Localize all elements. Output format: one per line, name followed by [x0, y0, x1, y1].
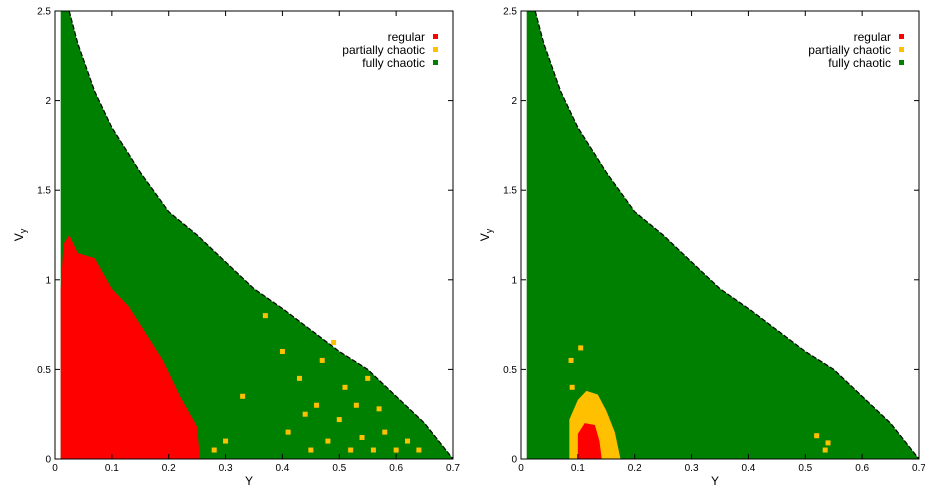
y-axis-label-subscript: y: [18, 228, 28, 233]
partially-chaotic-cell: [393, 447, 399, 453]
legend-swatch: [433, 34, 438, 39]
x-tick-label: 0.7: [446, 463, 460, 474]
y-axis-label: Vy: [12, 228, 28, 241]
plot-frame: [54, 10, 454, 460]
partially-chaotic-cell: [405, 438, 411, 444]
fully-chaotic-region: [526, 11, 919, 459]
legend-swatch: [899, 47, 904, 52]
y-tick-label: 1.5: [503, 186, 517, 197]
partially-chaotic-cell: [814, 433, 820, 439]
y-tick-label: 0: [511, 455, 517, 466]
legend-swatch: [899, 60, 904, 65]
legend-swatch: [433, 60, 438, 65]
legend-label: partially chaotic: [808, 43, 891, 57]
x-tick-label: 0.1: [571, 463, 585, 474]
x-tick-label: 0.6: [389, 463, 403, 474]
legend-label: partially chaotic: [342, 43, 425, 57]
x-tick-label: 0.3: [685, 463, 699, 474]
x-tick-label: 0.1: [105, 463, 119, 474]
partially-chaotic-cell: [359, 434, 365, 440]
x-tick-label: 0: [518, 463, 524, 474]
legend-swatch: [899, 34, 904, 39]
partially-chaotic-cell: [376, 406, 382, 412]
partially-chaotic-cell: [319, 357, 325, 363]
legend-label: regular: [854, 30, 891, 44]
y-tick-label: 1: [45, 275, 51, 286]
x-tick-label: 0.5: [798, 463, 812, 474]
partially-chaotic-cell: [569, 384, 575, 390]
x-tick-label: 0.6: [855, 463, 869, 474]
partially-chaotic-cell: [314, 402, 320, 408]
partially-chaotic-cell: [353, 402, 359, 408]
y-axis-label-subscript: y: [484, 228, 494, 233]
chart-2: 0 0.1 0.2 0.3 0.4 0.5 0.6 0.7 0 0.5 1 1.5 2 2.5 Y Vy reg…: [478, 7, 925, 486]
fully-chaotic-region: [60, 11, 453, 459]
plot-area: [60, 11, 453, 459]
x-tick-label: 0.2: [628, 463, 642, 474]
partially-chaotic-cell: [348, 447, 354, 453]
x-tick-label: 0.4: [741, 463, 755, 474]
partially-chaotic-cell: [279, 348, 285, 354]
x-axis-label: Y: [245, 474, 253, 486]
partially-chaotic-cell: [211, 447, 217, 453]
legend-swatch: [433, 47, 438, 52]
regular-region: [577, 423, 602, 459]
boundary-curve: [68, 11, 453, 459]
partially-chaotic-cell: [223, 438, 229, 444]
y-axis-label-main: V: [478, 233, 492, 241]
partially-chaotic-cell: [302, 411, 308, 417]
partially-chaotic-cell: [285, 429, 291, 435]
partially-chaotic-cell: [262, 313, 268, 319]
partially-chaotic-cell: [240, 393, 246, 399]
partially-chaotic-cell: [336, 417, 342, 423]
x-tick-label: 0.4: [275, 463, 289, 474]
y-axis-label-main: V: [12, 233, 26, 241]
partially-chaotic-cell: [416, 447, 422, 453]
partially-chaotic-cell: [825, 440, 831, 446]
y-axis-label: Vy: [478, 228, 494, 241]
partially-chaotic-cell: [568, 357, 574, 363]
boundary-curve: [534, 11, 919, 459]
x-tick-label: 0.5: [332, 463, 346, 474]
y-tick-label: 0.5: [503, 365, 517, 376]
legend-label: fully chaotic: [362, 56, 425, 70]
partially-chaotic-cell: [331, 340, 337, 346]
partially-chaotic-cell: [578, 345, 584, 351]
y-tick-label: 2.5: [503, 7, 517, 18]
x-tick-label: 0.7: [912, 463, 925, 474]
regular-region: [60, 235, 200, 459]
y-tick-label: 1.5: [37, 186, 51, 197]
partially-chaotic-cell: [365, 375, 371, 381]
y-tick-label: 0: [45, 455, 51, 466]
partially-chaotic-cell: [822, 447, 828, 453]
partially-chaotic-cell: [296, 375, 302, 381]
y-tick-label: 1: [511, 275, 517, 286]
legend-label: fully chaotic: [828, 56, 891, 70]
y-tick-label: 2.5: [37, 7, 51, 18]
partially-chaotic-cell: [370, 447, 376, 453]
x-tick-label: 0.3: [219, 463, 233, 474]
x-axis-label: Y: [711, 474, 719, 486]
partially-chaotic-cell: [308, 447, 314, 453]
chart-1: 0 0.1 0.2 0.3 0.4 0.5 0.6 0.7 0 0.5 1 1.5 2 2.5 Y Vy reg…: [12, 7, 460, 486]
x-tick-label: 0: [52, 463, 58, 474]
legend-label: regular: [388, 30, 425, 44]
partially-chaotic-cell: [382, 429, 388, 435]
y-tick-label: 2: [45, 96, 51, 107]
y-tick-label: 2: [511, 96, 517, 107]
plot-frame: [520, 10, 920, 460]
x-tick-label: 0.2: [162, 463, 176, 474]
partially-chaotic-cell: [325, 438, 331, 444]
partially-chaotic-cell: [342, 384, 348, 390]
y-tick-label: 0.5: [37, 365, 51, 376]
plot-area: [526, 11, 919, 459]
